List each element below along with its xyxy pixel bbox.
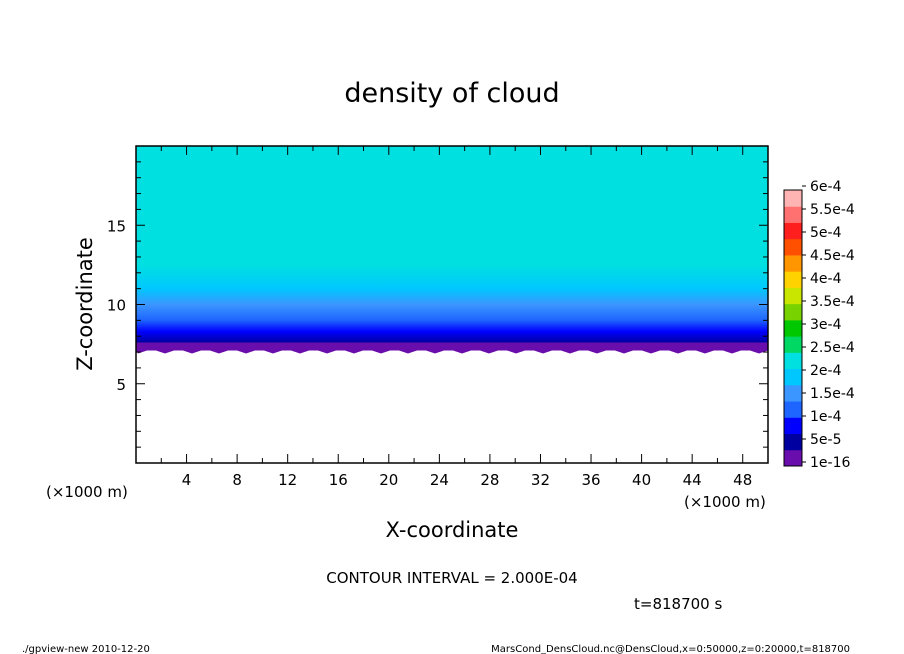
y-tick-label: 5 [116, 376, 126, 394]
x-tick-label: 32 [531, 471, 550, 489]
colorbar-segment [784, 336, 802, 353]
colorbar-segment [784, 417, 802, 435]
x-tick-label: 40 [632, 471, 651, 489]
y-axis-label: Z-coordinate [73, 237, 97, 371]
colorbar-label: 2.5e-4 [810, 340, 855, 356]
colorbar-segment [784, 352, 802, 370]
colorbar: 1e-16 5e-5 1e-4 1.5e-4 2e-4 2.5e-4 3e-4 3.5e-4 4… [783, 179, 855, 471]
x-axis-label: X-coordinate [386, 518, 519, 542]
x-axis: 4 8 12 16 20 24 28 32 36 40 44 48 [135, 146, 769, 489]
x-tick-label: 20 [379, 471, 398, 489]
colorbar-label: 2e-4 [810, 363, 842, 379]
cloud-base-edge [136, 342, 768, 354]
x-tick-label: 44 [683, 471, 702, 489]
x-tick-label: 28 [480, 471, 499, 489]
x-tick-label: 48 [733, 471, 752, 489]
colorbar-label: 1.5e-4 [810, 386, 855, 402]
colorbar-label: 3.5e-4 [810, 294, 855, 310]
colorbar-label: 3e-4 [810, 317, 842, 333]
colorbar-segment [784, 401, 802, 418]
colorbar-segment [784, 319, 802, 337]
y-axis-unit: (×1000 m) [46, 483, 128, 501]
y-axis: 5 10 15 [107, 145, 768, 464]
colorbar-label: 5e-4 [810, 225, 842, 241]
y-tick-label: 15 [107, 217, 126, 235]
colorbar-segment [784, 303, 802, 321]
colorbar-segment [784, 206, 802, 223]
colorbar-label: 5e-5 [810, 432, 841, 448]
colorbar-segment [784, 449, 802, 467]
colorbar-segment [784, 222, 802, 240]
colorbar-segment [784, 384, 802, 402]
colorbar-segment [784, 271, 802, 288]
colorbar-segment [784, 368, 802, 386]
density-field [136, 146, 768, 351]
contour-interval-label: CONTOUR INTERVAL = 2.000E-04 [326, 569, 577, 587]
colorbar-label: 5.5e-4 [810, 202, 855, 218]
x-tick-label: 8 [232, 471, 242, 489]
colorbar-segment [784, 254, 802, 272]
plot-area [135, 145, 769, 464]
x-tick-label: 12 [278, 471, 297, 489]
colorbar-segment [784, 287, 802, 305]
x-tick-label: 24 [430, 471, 449, 489]
colorbar-segment [784, 238, 802, 256]
x-axis-unit: (×1000 m) [684, 493, 766, 511]
x-tick-label: 16 [329, 471, 348, 489]
time-label: t=818700 s [634, 595, 722, 613]
footer-right: MarsCond_DensCloud.nc@DensCloud,x=0:5000… [491, 644, 850, 654]
colorbar-segment [784, 433, 802, 451]
colorbar-frame [783, 189, 803, 467]
colorbar-segment [784, 190, 802, 207]
x-tick-label: 4 [182, 471, 192, 489]
y-tick-label: 10 [107, 297, 126, 315]
colorbar-label: 1e-4 [810, 409, 842, 425]
footer-left: ./gpview-new 2010-12-20 [22, 644, 150, 654]
colorbar-label: 4.5e-4 [810, 248, 855, 264]
chart-title: density of cloud [344, 78, 559, 109]
colorbar-label: 1e-16 [810, 455, 850, 471]
colorbar-label: 4e-4 [810, 271, 842, 287]
x-tick-label: 36 [581, 471, 600, 489]
colorbar-label: 6e-4 [810, 179, 842, 195]
